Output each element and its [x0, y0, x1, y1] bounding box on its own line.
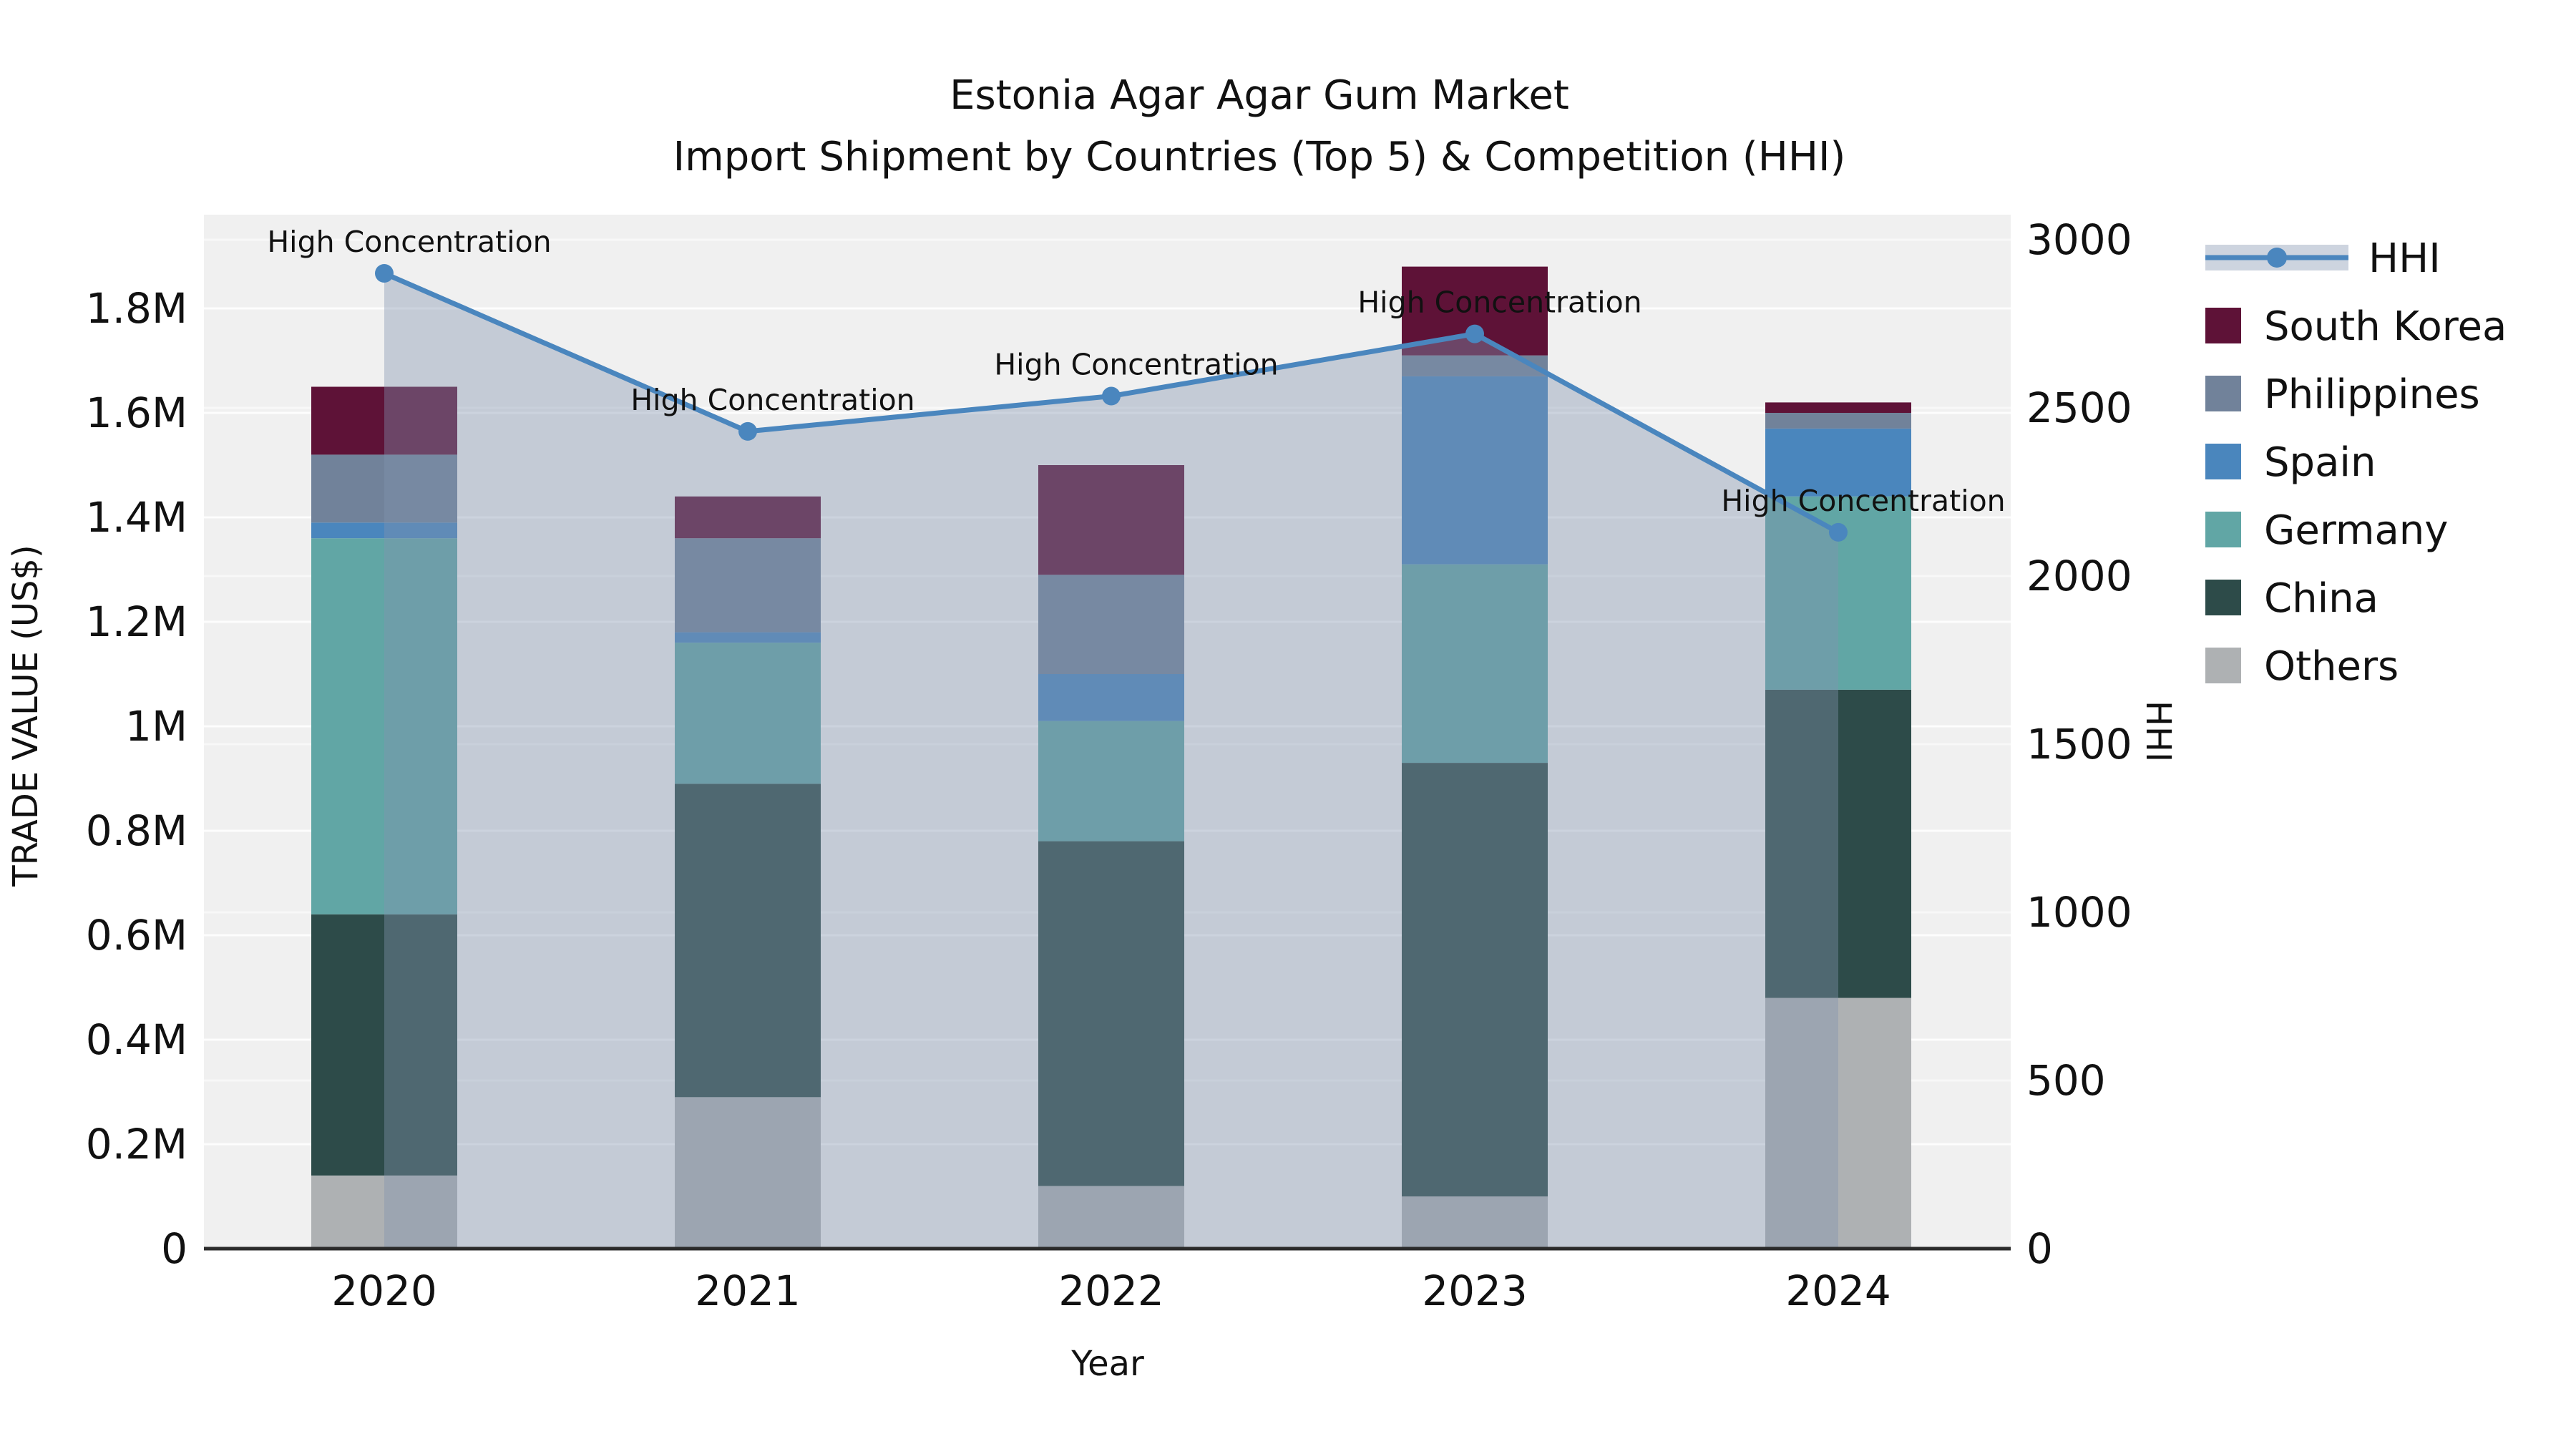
x-tick-2023: 2023 [1422, 1267, 1528, 1315]
bar-segment-germany-2022 [1038, 721, 1184, 841]
high-concentration-annotations: High Concentration High Concentration High… [267, 225, 2005, 518]
left-y-tick: 0.8M [86, 806, 187, 855]
legend-label-hhi: HHI [2368, 235, 2441, 282]
bar-segment-philippines-2020 [311, 454, 457, 523]
legend-swatch-philippines [2205, 376, 2241, 411]
legend-label-others: Others [2264, 643, 2399, 690]
hhi-area-fill [384, 273, 1838, 1249]
annotation-2023: High Concentration [1357, 286, 1641, 320]
left-y-axis-tick-labels: 0 0.2M 0.4M 0.6M 0.8M 1M 1.2M 1.4M 1.6M 1.8M [86, 284, 187, 1273]
right-y-tick: 2500 [2026, 384, 2132, 432]
chart-title-line2: Import Shipment by Countries (Top 5) & C… [673, 134, 1846, 180]
left-y-axis-title: TRADE VALUE (US$) [6, 545, 46, 887]
bar-segment-others-2024 [1765, 997, 1911, 1249]
annotation-2022: High Concentration [994, 348, 1278, 382]
legend-swatch-others [2205, 648, 2241, 683]
bar-segment-spain-2021 [675, 632, 821, 643]
bar-segment-china-2021 [675, 784, 821, 1098]
chart-title-line1: Estonia Agar Agar Gum Market [950, 72, 1569, 119]
x-axis-title: Year [1070, 1344, 1144, 1384]
left-y-tick: 1.4M [86, 493, 187, 542]
right-y-tick: 2000 [2026, 552, 2132, 600]
legend-swatch-germany [2205, 512, 2241, 547]
hhi-marker-2022 [1102, 386, 1121, 406]
x-tick-2024: 2024 [1785, 1267, 1891, 1315]
left-y-tick: 0.6M [86, 911, 187, 960]
bar-segment-others-2022 [1038, 1186, 1184, 1249]
bar-segment-south-korea-2021 [675, 496, 821, 539]
bar-segment-philippines-2021 [675, 538, 821, 633]
bar-segment-spain-2022 [1038, 674, 1184, 721]
annotation-2021: High Concentration [630, 383, 914, 417]
legend-swatch-spain [2205, 444, 2241, 479]
right-y-tick: 0 [2026, 1224, 2053, 1273]
hhi-marker-2024 [1829, 522, 1848, 542]
bar-segment-south-korea-2022 [1038, 465, 1184, 575]
left-y-tick: 0.2M [86, 1120, 187, 1169]
bar-segment-germany-2023 [1402, 564, 1548, 763]
bar-segment-china-2023 [1402, 763, 1548, 1196]
bar-segment-others-2021 [675, 1097, 821, 1249]
legend-swatch-south-korea [2205, 308, 2241, 343]
left-y-tick: 1.2M [86, 597, 187, 646]
hhi-marker-2023 [1465, 324, 1484, 343]
legend-label-philippines: Philippines [2264, 371, 2480, 418]
bar-segment-spain-2024 [1765, 428, 1911, 497]
right-y-tick: 1000 [2026, 888, 2132, 937]
bar-segment-spain-2020 [311, 522, 457, 539]
bar-segment-china-2024 [1765, 689, 1911, 998]
right-y-axis-tick-labels: 0 500 1000 1500 2000 2500 3000 [2026, 215, 2132, 1273]
bar-segment-germany-2021 [675, 643, 821, 784]
right-y-axis-title: HHI [2138, 701, 2178, 762]
bar-segment-south-korea-2024 [1765, 402, 1911, 413]
x-axis-tick-labels: 2020 2021 2022 2023 2024 [331, 1267, 1891, 1315]
bar-segment-china-2022 [1038, 841, 1184, 1186]
right-y-tick: 500 [2026, 1056, 2106, 1105]
left-y-tick: 1.8M [86, 284, 187, 333]
hhi-marker-2021 [738, 421, 757, 441]
bar-segment-philippines-2022 [1038, 575, 1184, 674]
legend-hhi-marker [2267, 248, 2287, 268]
right-y-tick: 3000 [2026, 215, 2132, 264]
stacked-bar-series [311, 266, 1911, 1249]
left-y-tick: 1M [125, 702, 187, 751]
annotation-2020: High Concentration [267, 225, 551, 259]
left-y-tick: 0.4M [86, 1015, 187, 1064]
bar-segment-south-korea-2020 [311, 386, 457, 455]
legend-swatch-china [2205, 580, 2241, 615]
legend-label-south-korea: South Korea [2264, 303, 2507, 350]
x-tick-2022: 2022 [1058, 1267, 1164, 1315]
bar-segment-others-2023 [1402, 1196, 1548, 1249]
bar-segment-germany-2020 [311, 538, 457, 914]
legend-label-germany: Germany [2264, 507, 2448, 554]
bar-segment-spain-2023 [1402, 376, 1548, 565]
left-y-tick: 1.6M [86, 389, 187, 437]
x-tick-2021: 2021 [695, 1267, 801, 1315]
hhi-area-polygon [384, 273, 1838, 1249]
hhi-line-series [375, 264, 1848, 542]
x-tick-2020: 2020 [331, 1267, 437, 1315]
legend-label-spain: Spain [2264, 439, 2376, 486]
right-y-tick: 1500 [2026, 720, 2132, 769]
legend: HHI South Korea Philippines Spain Germany Chi… [2205, 235, 2507, 690]
hhi-marker-2020 [375, 264, 394, 283]
annotation-2024: High Concentration [1721, 484, 2005, 518]
bar-segment-others-2020 [311, 1175, 457, 1249]
bar-segment-china-2020 [311, 914, 457, 1176]
left-y-tick: 0 [161, 1224, 187, 1273]
legend-label-china: China [2264, 575, 2379, 622]
bar-segment-philippines-2024 [1765, 413, 1911, 429]
